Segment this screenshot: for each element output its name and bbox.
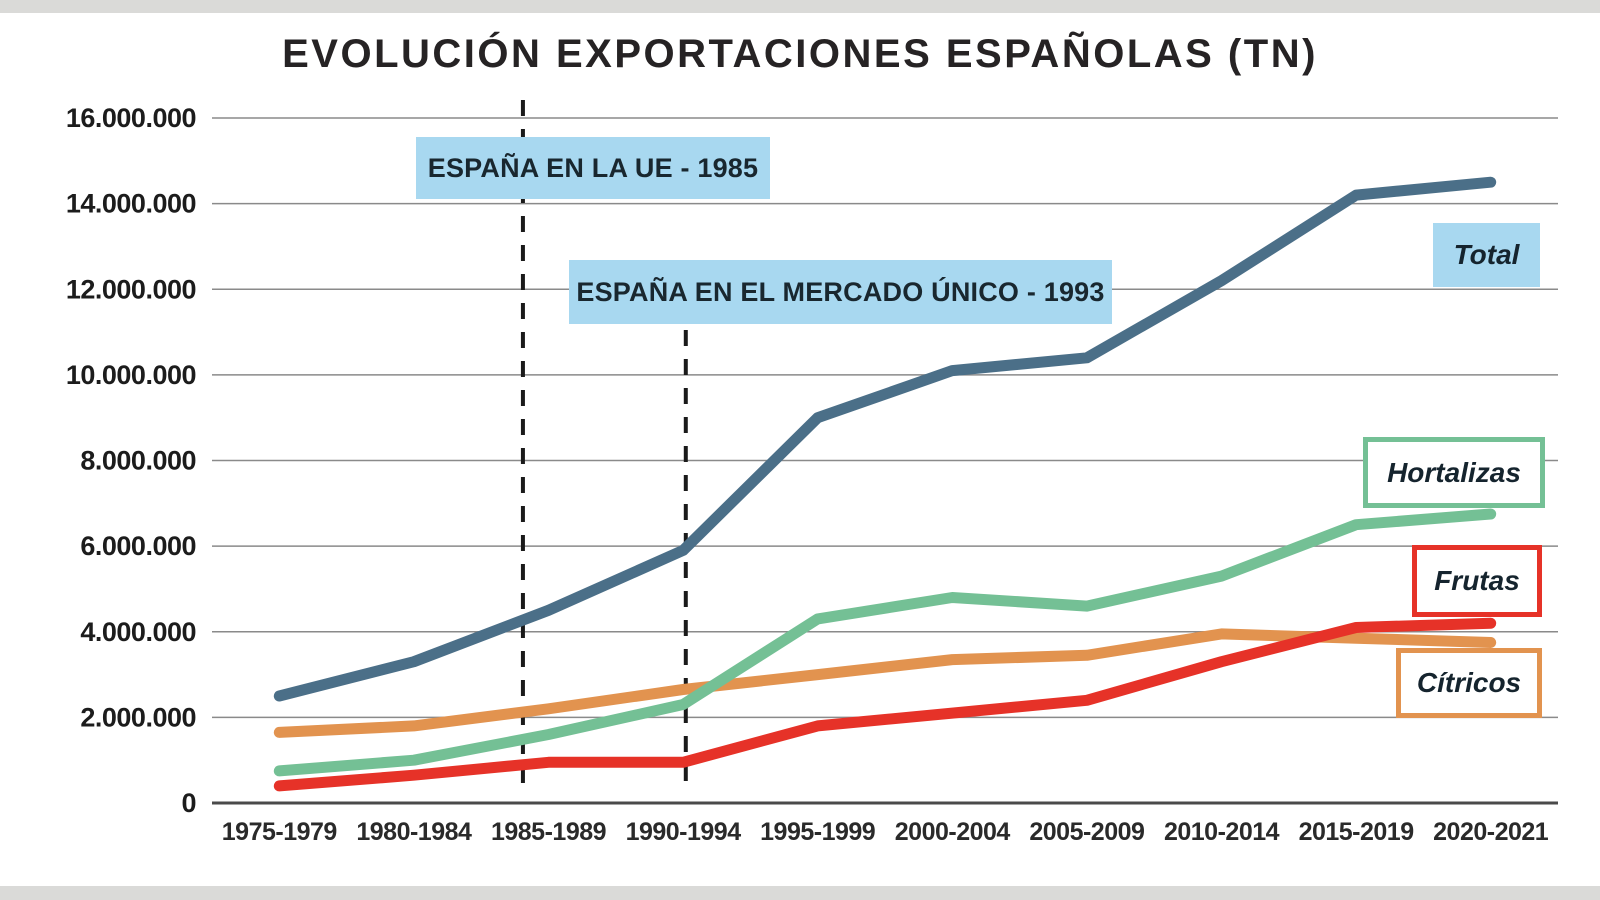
series-line-frutas [273,617,1497,792]
x-tick-label: 2000-2004 [895,818,1011,846]
legend-item-citricos: Cítricos [1396,648,1542,718]
x-tick-label: 2015-2019 [1299,818,1414,846]
legend-label: Frutas [1434,565,1520,596]
y-tick-label: 6.000.000 [80,531,196,561]
x-tick-label: 1990-1994 [626,818,742,846]
x-tick-label: 1995-1999 [760,818,875,846]
y-tick-label: 14.000.000 [66,189,196,219]
legend-label: Total [1453,239,1520,270]
series-line-hortalizas [273,508,1497,777]
y-tick-label: 2.000.000 [80,702,196,732]
y-tick-label: 0 [181,788,196,818]
legend-item-hortalizas: Hortalizas [1363,437,1545,508]
x-tick-label: 2020-2021 [1433,818,1549,846]
legend-label: Cítricos [1416,667,1522,698]
y-tick-label: 12.000.000 [66,274,196,304]
annotation-espana-mercado-unico-1993: ESPAÑA EN EL MERCADO ÚNICO - 1993 [569,260,1112,324]
x-tick-label: 2005-2009 [1029,818,1144,846]
page-top-border [0,0,1600,13]
legend-item-frutas: Frutas [1412,545,1542,617]
y-tick-label: 16.000.000 [66,103,196,133]
y-tick-label: 10.000.000 [66,360,196,390]
legend-item-total: Total [1433,223,1540,287]
x-tick-label: 1975-1979 [222,818,337,846]
y-tick-label: 8.000.000 [80,446,196,476]
x-tick-label: 1985-1989 [491,818,606,846]
annotation-label: ESPAÑA EN EL MERCADO ÚNICO - 1993 [576,276,1105,307]
series-line-citricos [273,628,1497,738]
annotation-label: ESPAÑA EN LA UE - 1985 [427,152,759,183]
annotation-espana-ue-1985: ESPAÑA EN LA UE - 1985 [416,137,770,199]
x-tick-label: 2010-2014 [1164,818,1280,846]
y-tick-label: 4.000.000 [80,617,196,647]
x-tick-label: 1980-1984 [356,818,472,846]
series-line-total [273,176,1497,702]
chart-title: EVOLUCIÓN EXPORTACIONES ESPAÑOLAS (TN) [282,32,1318,76]
page-bottom-border [0,886,1600,900]
legend-label: Hortalizas [1387,456,1521,488]
